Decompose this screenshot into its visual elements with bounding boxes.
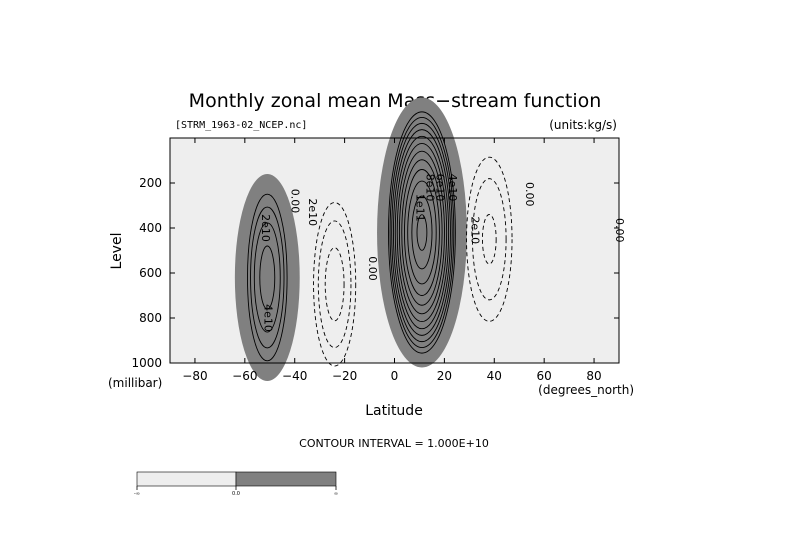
- y-tick-label-1: 400: [139, 221, 162, 235]
- contour-cell3-level2: [472, 178, 507, 301]
- contour-label-4: 0.00: [366, 256, 379, 281]
- colorbar-label-min: -∞: [134, 491, 140, 497]
- contour-cell3-level1: [466, 156, 513, 322]
- y-tick-label-3: 800: [139, 311, 162, 325]
- colorbar-negative: [136, 471, 237, 487]
- positive-shading: [234, 97, 467, 381]
- contour-label-1: 2e10: [259, 214, 272, 242]
- x-axis-label: Latitude: [365, 403, 423, 419]
- contour-cell0-level3: [253, 222, 281, 333]
- contour-cell2-level12: [416, 214, 428, 251]
- y-tick-label-2: 600: [139, 266, 162, 280]
- contour-cell0-level4: [259, 245, 276, 310]
- contour-cell2-level6: [396, 142, 448, 323]
- contour-cell2-level8: [401, 159, 443, 306]
- contour-cell2-level1: [388, 111, 456, 354]
- units-label: (units:kg/s): [549, 118, 617, 132]
- y-unit-label: (millibar): [108, 376, 162, 390]
- contour-cell2-level4: [392, 129, 451, 336]
- contour-lines: [247, 111, 513, 367]
- contour-label-0: 0.00: [289, 189, 302, 214]
- colorbar-label-zero: 0.0: [232, 491, 240, 497]
- file-label: [STRM_1963-02_NCEP.nc]: [175, 120, 307, 131]
- x-tick-label-0: −80: [182, 369, 207, 383]
- contour-interval-text: CONTOUR INTERVAL = 1.000E+10: [299, 437, 489, 450]
- chart-title: Monthly zonal mean Mass−stream function: [189, 90, 602, 112]
- x-tick-label-1: −60: [232, 369, 257, 383]
- x-tick-label-4: 0: [391, 369, 399, 383]
- contour-cell0-level2: [250, 206, 285, 349]
- y-tick-label-4: 1000: [131, 356, 162, 370]
- contour-cell1-level2: [317, 220, 352, 349]
- positive-region-0: [234, 174, 300, 381]
- x-tick-label-5: 20: [437, 369, 452, 383]
- contour-cell2-level9: [404, 169, 440, 296]
- x-tick-label-3: −20: [332, 369, 357, 383]
- y-axis-label: Level: [109, 233, 125, 270]
- contour-cell3-level3: [481, 214, 497, 265]
- contour-label-10: 6e10: [433, 174, 446, 202]
- contour-label-3: 2e10: [306, 198, 319, 226]
- plot-area: 0.002e104e102e100.002e100.000.001e118e10…: [169, 97, 626, 381]
- contour-cell1-level1: [313, 202, 357, 367]
- contour-cell2-level5: [394, 135, 450, 330]
- positive-region-1: [377, 97, 467, 368]
- contour-label-6: 0.00: [523, 182, 536, 207]
- colorbar-positive: [235, 471, 337, 487]
- colorbar: -∞ 0.0 ∞: [134, 471, 338, 497]
- contour-cell0-level1: [247, 193, 288, 362]
- colorbar-label-max: ∞: [334, 491, 338, 497]
- contour-cell2-level3: [391, 122, 453, 343]
- x-tick-label-2: −40: [282, 369, 307, 383]
- x-tick-label-8: 80: [586, 369, 601, 383]
- x-unit-label: (degrees_north): [538, 383, 634, 397]
- x-axis-ticks: −80 −60 −40 −20 0 20 40 60 80: [182, 138, 602, 383]
- x-tick-label-6: 40: [487, 369, 502, 383]
- y-tick-label-0: 200: [139, 176, 162, 190]
- contour-cell2-level7: [398, 150, 445, 315]
- contour-label-9: 8e10: [423, 174, 436, 202]
- contour-cell2-level11: [411, 195, 433, 270]
- y-axis-ticks: 200 400 600 800 1000: [131, 176, 619, 370]
- contour-cell2-level2: [389, 117, 455, 348]
- contour-cell1-level3: [324, 247, 345, 322]
- contour-label-5: 2e10: [468, 216, 481, 244]
- contour-label-8: 1e11: [413, 194, 426, 222]
- contour-cell2-level10: [407, 180, 437, 285]
- x-tick-label-7: 60: [537, 369, 552, 383]
- contour-label-11: 4e10: [446, 174, 459, 202]
- contour-label-2: 4e10: [261, 304, 274, 332]
